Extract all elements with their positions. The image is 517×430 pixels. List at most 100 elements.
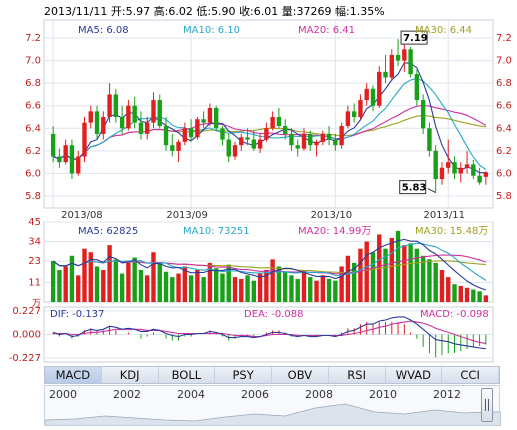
tab-wvad[interactable]: WVAD	[386, 367, 443, 383]
close-value: 6.01	[253, 5, 279, 18]
timeline-handle[interactable]	[481, 388, 493, 422]
candle-body	[345, 111, 351, 127]
tab-cci[interactable]: CCI	[442, 367, 499, 383]
quote-header: 2013/11/11 开:5.97 高:6.02 低:5.90 收:6.01 量…	[44, 3, 385, 19]
candle-body	[245, 137, 250, 140]
price-panel	[43, 19, 494, 209]
candle-body	[301, 133, 307, 149]
candle-body	[389, 54, 394, 78]
price-tick-label-left: 6.0	[25, 168, 41, 179]
volume-bar	[57, 270, 62, 302]
price-tick-label-right: 7.0	[496, 56, 512, 67]
candle-body	[195, 119, 200, 138]
candle-body	[138, 122, 144, 134]
volume-bar	[351, 262, 357, 302]
price-tick-label-right: 6.8	[496, 78, 512, 89]
volume-bar	[308, 277, 313, 302]
volume-bar	[452, 284, 457, 302]
tab-boll[interactable]: BOLL	[159, 367, 216, 383]
candle-body	[358, 100, 363, 117]
stock-chart: 7.2 7.2 7.0 7.0 6.8 6.8 6.6 6.6 6.4 6.4 6.2 6.2 6.0 6…	[9, 19, 512, 364]
volume-ma5-line	[52, 238, 487, 291]
low-annotation-label: 5.83	[402, 183, 427, 194]
volume-bar	[232, 277, 238, 302]
volume-bar	[402, 245, 407, 302]
candle-body	[408, 49, 413, 75]
candle-body	[326, 133, 332, 140]
tab-rsi[interactable]: RSI	[329, 367, 386, 383]
date-label: 2013/09	[166, 210, 208, 221]
candle-body	[351, 111, 357, 117]
volume-bar	[182, 266, 188, 302]
change-label: 幅:	[335, 5, 350, 18]
volume-bar	[145, 275, 150, 302]
price-tick-label-right: 7.2	[496, 33, 512, 44]
price-tick-label-left: 7.0	[25, 56, 41, 67]
candle-body	[282, 126, 288, 134]
candle-body	[220, 128, 225, 140]
volume-bar	[220, 273, 225, 302]
volume-ma-legend: MA10: 73251	[183, 226, 250, 237]
volume-bar	[439, 270, 445, 302]
candle-body	[402, 49, 407, 61]
candle-body	[276, 117, 282, 127]
candle-body	[151, 100, 156, 123]
price-tick-label-right: 5.8	[496, 191, 512, 202]
volume-bar	[314, 280, 319, 302]
volume-bar	[389, 238, 394, 302]
candle-body	[239, 137, 244, 146]
candle-body	[320, 133, 326, 142]
volume-tick-label: 34	[28, 237, 41, 248]
volume-bar	[364, 241, 369, 302]
candle-body	[176, 141, 181, 151]
tab-macd[interactable]: MACD	[45, 367, 102, 383]
candle-body	[232, 145, 238, 157]
price-tick-label-right: 6.6	[496, 101, 512, 112]
volume-ma-legend: MA30: 15.48万	[415, 226, 488, 237]
candle-body	[226, 139, 231, 157]
volume-ma-legend: MA5: 62825	[78, 226, 138, 237]
volume-bar	[370, 252, 376, 302]
volume-unit: 万	[32, 299, 41, 309]
macd-tick-label: -0.227	[9, 353, 41, 364]
volume-bar	[107, 245, 112, 302]
timeline-year-label: 2012	[433, 388, 461, 401]
volume-ma-legend: MA20: 14.99万	[298, 226, 371, 237]
tab-kdj[interactable]: KDJ	[102, 367, 159, 383]
candle-body	[427, 128, 432, 151]
tab-obv[interactable]: OBV	[272, 367, 329, 383]
volume-bar	[345, 255, 351, 302]
volume-bar	[163, 271, 169, 302]
volume-tick-label: 23	[28, 256, 41, 267]
low-annotation-pointer	[427, 188, 436, 194]
date-label: 2013/11	[423, 210, 465, 221]
volume-bar	[395, 230, 401, 302]
timeline-navigator[interactable]: 2000 2002 2004 2006 2008 2010 2012	[44, 385, 501, 426]
price-ma-legend: MA10: 6.10	[183, 25, 240, 36]
candle-body	[370, 88, 376, 106]
volume-value: 37269	[296, 5, 332, 18]
tab-psy[interactable]: PSY	[215, 367, 272, 383]
volume-bar	[414, 248, 420, 302]
price-tick-label-right: 6.4	[496, 123, 512, 134]
volume-bar	[195, 270, 200, 302]
volume-bar	[88, 252, 93, 302]
timeline-year-label: 2010	[369, 388, 397, 401]
candle-body	[446, 162, 451, 168]
volume-bar	[458, 286, 463, 302]
candle-body	[119, 117, 125, 129]
candle-body	[270, 117, 275, 129]
candle-body	[82, 122, 87, 157]
candle-body	[439, 167, 445, 180]
volume-bar	[408, 243, 413, 302]
volume-bar	[151, 252, 156, 302]
candle-body	[383, 71, 388, 78]
candle-body	[170, 145, 175, 151]
volume-bar	[282, 271, 288, 302]
volume-bar	[333, 280, 338, 302]
volume-bar	[207, 262, 213, 302]
price-ma-legend: MA5: 6.08	[78, 25, 129, 36]
price-tick-label-right: 6.2	[496, 146, 512, 157]
volume-bar	[446, 277, 451, 302]
candle-body	[213, 107, 219, 129]
